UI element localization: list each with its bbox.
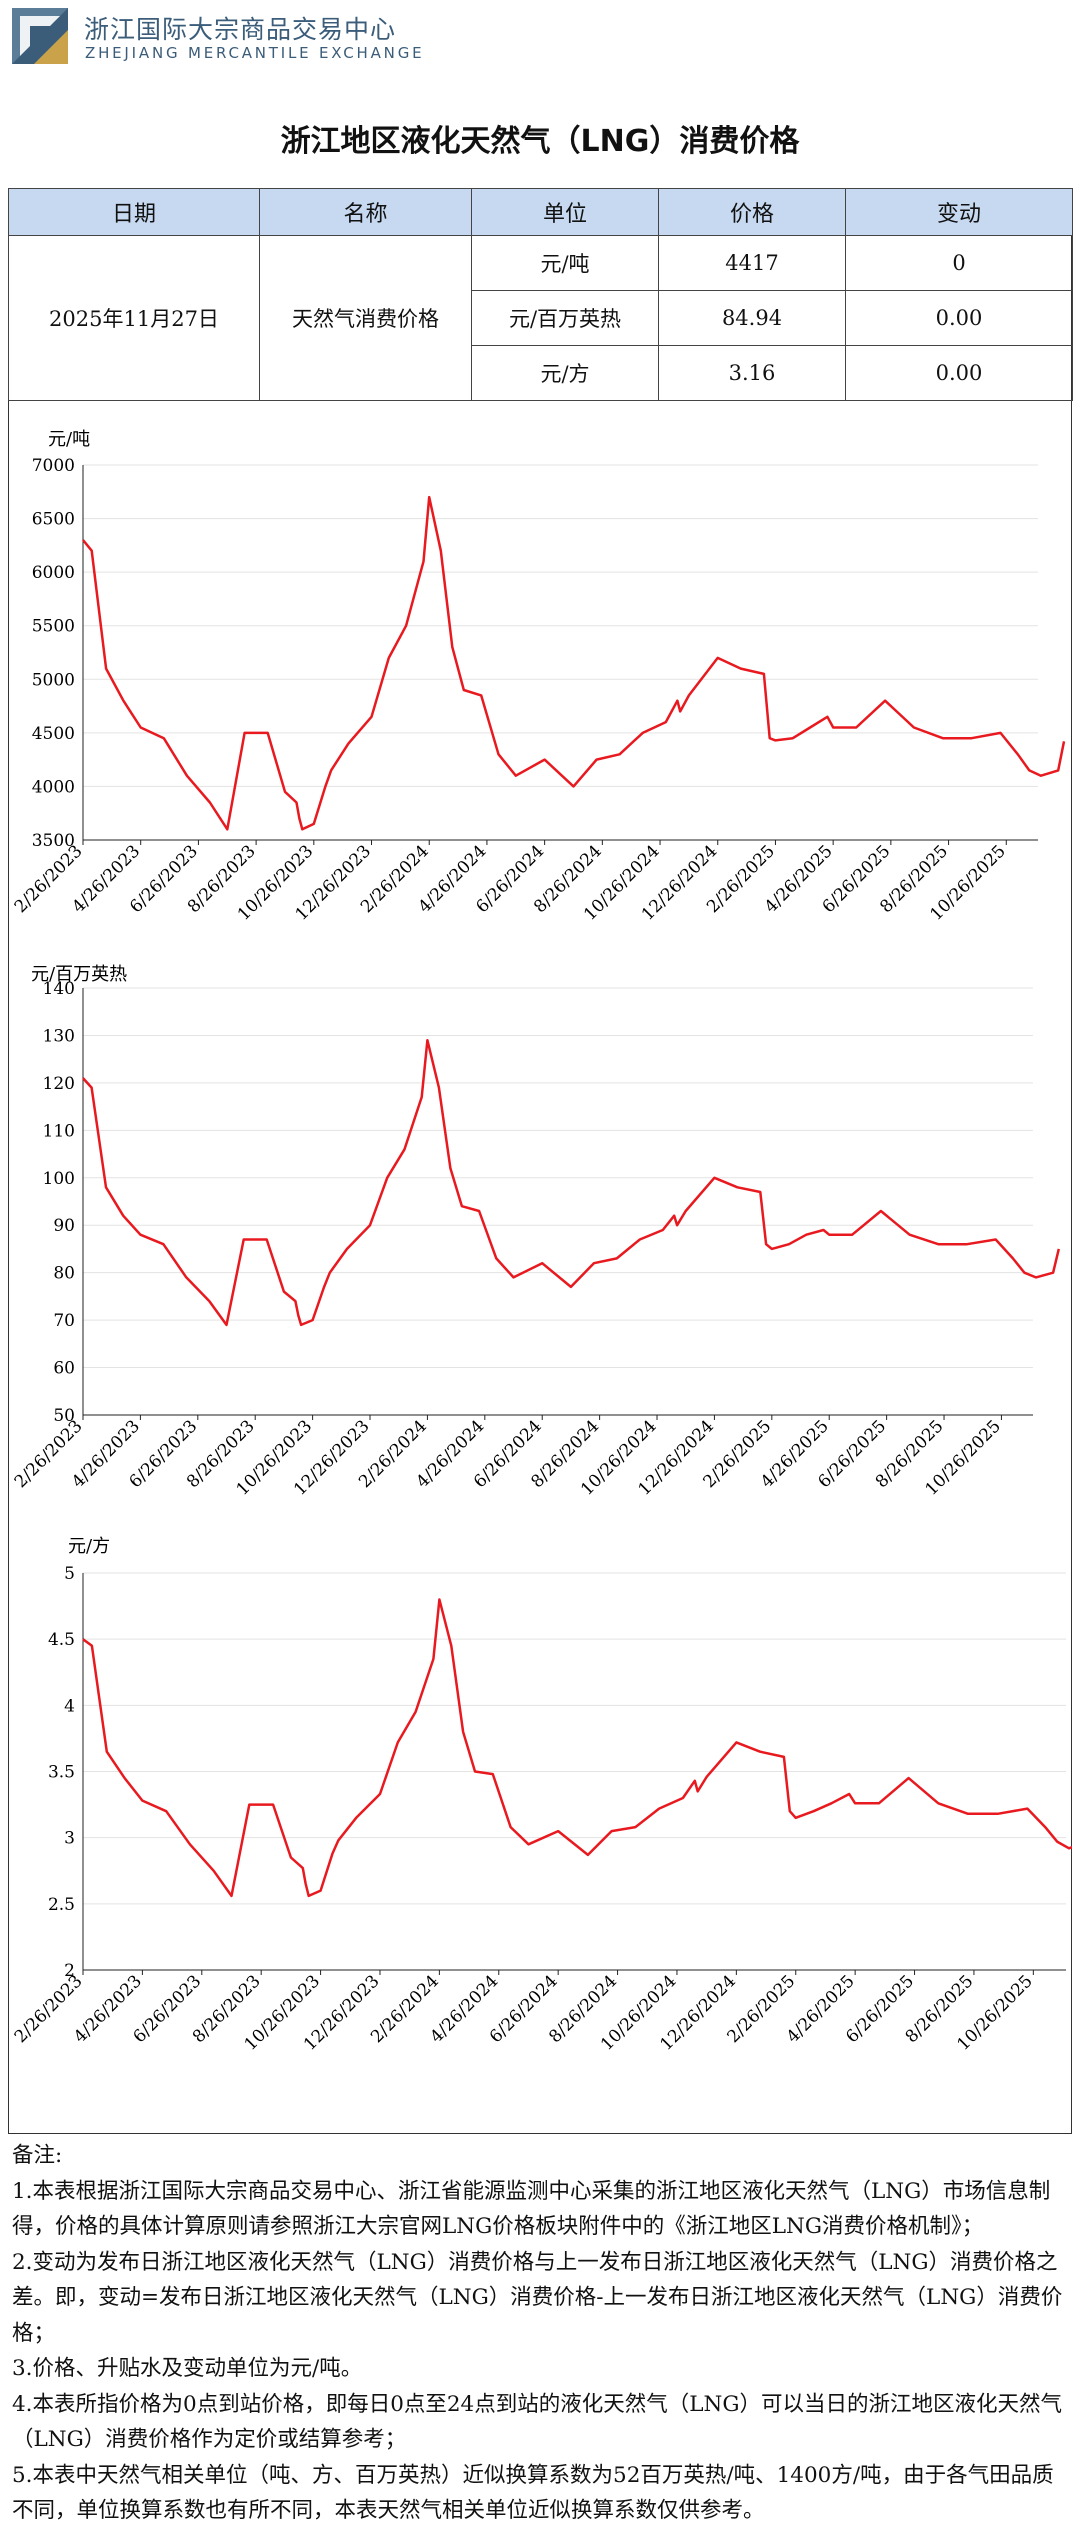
table-header-row: 日期 名称 单位 价格 变动 (8, 188, 1073, 236)
y-tick-label: 50 (53, 1406, 75, 1426)
y-tick-label: 3.5 (48, 1763, 75, 1783)
header-unit: 单位 (471, 188, 659, 236)
header-change: 变动 (845, 188, 1073, 236)
chart-price-per-ton: 元/吨 3500 4000 4500 5000 5500 6000 6500 7000 2/26/… (8, 400, 1072, 960)
brand-name-en: ZHEJIANG MERCANTILE EXCHANGE (85, 44, 425, 62)
note-item: 3.价格、升贴水及变动单位为元/吨。 (12, 2356, 363, 2381)
y-tick-label: 5000 (32, 670, 75, 690)
y-tick-label: 100 (43, 1169, 75, 1189)
note-item: 1.本表根据浙江国际大宗商品交易中心、浙江省能源监测中心采集的浙江地区液化天然气… (12, 2178, 1051, 2240)
y-tick-label: 2.5 (48, 1895, 75, 1915)
y-tick-label: 4000 (32, 777, 75, 797)
change-cell: 0.00 (845, 290, 1073, 346)
series-line (82, 495, 1066, 831)
y-tick-label: 2 (64, 1961, 75, 1981)
series-line (82, 1038, 1061, 1327)
price-cell: 4417 (658, 235, 846, 291)
change-cell: 0 (845, 235, 1073, 291)
price-cell: 84.94 (658, 290, 846, 346)
y-tick-label: 3500 (32, 831, 75, 851)
y-tick-label: 120 (43, 1074, 75, 1094)
note-item: 4.本表所指价格为0点到站价格，即每日0点至24点到站的液化天然气（LNG）可以… (12, 2391, 1062, 2453)
y-axis-unit-label: 元/吨 (48, 429, 90, 450)
chart-price-per-cubic-meter: 元/方 2 2.5 3 3.5 4 4.5 5 2/26/2023 4/26/2023 6/26/2… (8, 1530, 1072, 2130)
y-tick-label: 140 (43, 979, 75, 999)
y-tick-label: 90 (53, 1216, 75, 1236)
note-item: 5.本表中天然气相关单位（吨、方、百万英热）近似换算系数为52百万英热/吨、14… (12, 2462, 1054, 2524)
unit-cell: 元/百万英热 (471, 290, 659, 346)
series-line (82, 1598, 1072, 1898)
y-tick-label: 5500 (32, 617, 75, 637)
notes-section: 备注: 1.本表根据浙江国际大宗商品交易中心、浙江省能源监测中心采集的浙江地区液… (12, 2138, 1072, 2529)
y-tick-label: 70 (53, 1311, 75, 1331)
y-tick-label: 3 (64, 1829, 75, 1849)
y-tick-label: 4.5 (48, 1630, 75, 1650)
table-row: 元/方 3.16 0.00 (9, 345, 1073, 401)
y-tick-label: 110 (43, 1121, 75, 1141)
name-cell: 天然气消费价格 (259, 235, 472, 401)
chart-price-per-mmbtu: 元/百万英热 50 60 70 80 90 100 110 120 130 140 2/26/2023… (8, 960, 1072, 1525)
y-axis-unit-label: 元/百万英热 (31, 964, 127, 985)
price-table: 日期 名称 单位 价格 变动 2025年11月27日 天然气消费价格 元/吨 4… (8, 188, 1073, 401)
y-axis-unit-label: 元/方 (68, 1536, 110, 1557)
header-name: 名称 (259, 188, 472, 236)
change-cell: 0.00 (845, 345, 1073, 401)
y-tick-label: 4500 (32, 724, 75, 744)
table-row: 2025年11月27日 天然气消费价格 元/吨 4417 0 (8, 235, 1073, 401)
header-date: 日期 (8, 188, 260, 236)
y-tick-label: 80 (53, 1264, 75, 1284)
notes-label: 备注: (12, 2143, 63, 2168)
page-title: 浙江地区液化天然气（LNG）消费价格 (280, 124, 800, 159)
brand-name-cn: 浙江国际大宗商品交易中心 (84, 15, 397, 44)
header-price: 价格 (658, 188, 846, 236)
page-header: 浙江国际大宗商品交易中心 ZHEJIANG MERCANTILE EXCHANG… (0, 0, 1080, 80)
zme-logo-icon (12, 8, 68, 64)
y-tick-label: 130 (43, 1026, 75, 1046)
y-tick-label: 5 (64, 1564, 75, 1584)
unit-cell: 元/方 (471, 345, 659, 401)
y-tick-label: 7000 (32, 456, 75, 476)
price-cell: 3.16 (658, 345, 846, 401)
y-tick-label: 4 (64, 1696, 75, 1716)
y-tick-label: 6500 (32, 510, 75, 530)
note-item: 2.变动为发布日浙江地区液化天然气（LNG）消费价格与上一发布日浙江地区液化天然… (12, 2249, 1063, 2346)
y-tick-label: 60 (53, 1359, 75, 1379)
unit-cell: 元/吨 (471, 235, 659, 291)
table-row: 元/百万英热 84.94 0.00 (9, 290, 1073, 346)
y-tick-label: 6000 (32, 563, 75, 583)
date-cell: 2025年11月27日 (8, 235, 260, 401)
